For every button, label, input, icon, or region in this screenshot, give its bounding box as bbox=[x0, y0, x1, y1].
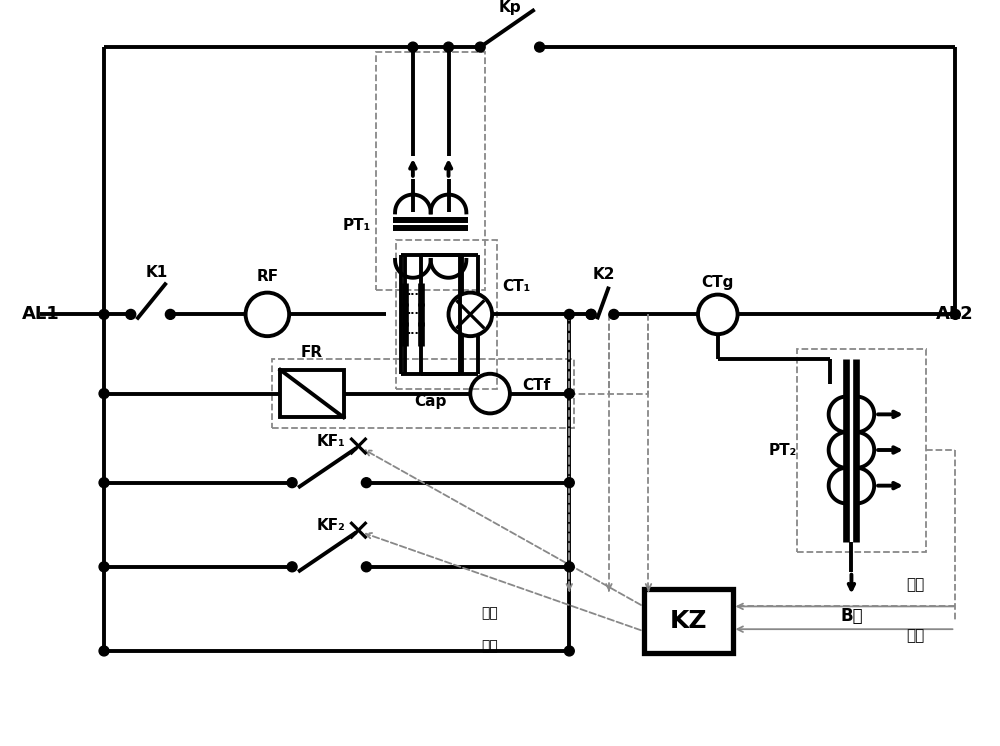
Bar bbox=[644, 589, 733, 653]
Circle shape bbox=[609, 310, 619, 319]
Bar bbox=[272, 359, 574, 428]
Text: K2: K2 bbox=[593, 267, 615, 282]
Circle shape bbox=[586, 310, 596, 319]
Text: ···: ··· bbox=[407, 329, 419, 339]
Circle shape bbox=[287, 562, 297, 571]
Text: 控制: 控制 bbox=[482, 639, 498, 653]
Circle shape bbox=[564, 310, 574, 319]
Text: PT₂: PT₂ bbox=[769, 442, 797, 457]
Text: KZ: KZ bbox=[669, 609, 707, 633]
Text: CTf: CTf bbox=[522, 378, 550, 393]
Text: CT₁: CT₁ bbox=[502, 279, 530, 294]
Text: Cap: Cap bbox=[415, 394, 447, 409]
Text: AL2: AL2 bbox=[935, 305, 973, 323]
Circle shape bbox=[99, 562, 109, 571]
Circle shape bbox=[475, 42, 485, 52]
Circle shape bbox=[444, 42, 453, 52]
Circle shape bbox=[99, 310, 109, 319]
Text: 电源: 电源 bbox=[907, 629, 925, 644]
Text: 测量: 测量 bbox=[907, 577, 925, 592]
Text: K1: K1 bbox=[145, 266, 168, 280]
Circle shape bbox=[564, 646, 574, 656]
Circle shape bbox=[586, 310, 596, 319]
Text: ···: ··· bbox=[407, 289, 419, 300]
Bar bbox=[797, 349, 926, 552]
Circle shape bbox=[361, 477, 371, 488]
Circle shape bbox=[99, 389, 109, 398]
Text: FR: FR bbox=[301, 345, 323, 360]
Text: CTg: CTg bbox=[702, 275, 734, 290]
Bar bbox=[376, 52, 485, 289]
Text: ···: ··· bbox=[407, 310, 419, 319]
Circle shape bbox=[535, 42, 545, 52]
Circle shape bbox=[126, 310, 136, 319]
Text: KF₂: KF₂ bbox=[317, 518, 346, 533]
Circle shape bbox=[287, 477, 297, 488]
Circle shape bbox=[99, 477, 109, 488]
Text: AL1: AL1 bbox=[22, 305, 60, 323]
Text: KF₁: KF₁ bbox=[317, 433, 346, 448]
Circle shape bbox=[165, 310, 175, 319]
Text: Kp: Kp bbox=[499, 0, 521, 15]
Circle shape bbox=[408, 42, 418, 52]
Text: PT₁: PT₁ bbox=[343, 218, 371, 233]
Text: 控制: 控制 bbox=[482, 606, 498, 621]
Text: B相: B相 bbox=[840, 607, 863, 625]
Text: RF: RF bbox=[256, 269, 278, 284]
Circle shape bbox=[361, 562, 371, 571]
Circle shape bbox=[950, 310, 960, 319]
Bar bbox=[396, 240, 497, 389]
Bar bbox=[280, 370, 344, 417]
Circle shape bbox=[564, 477, 574, 488]
Circle shape bbox=[99, 646, 109, 656]
Circle shape bbox=[564, 562, 574, 571]
Circle shape bbox=[564, 389, 574, 398]
